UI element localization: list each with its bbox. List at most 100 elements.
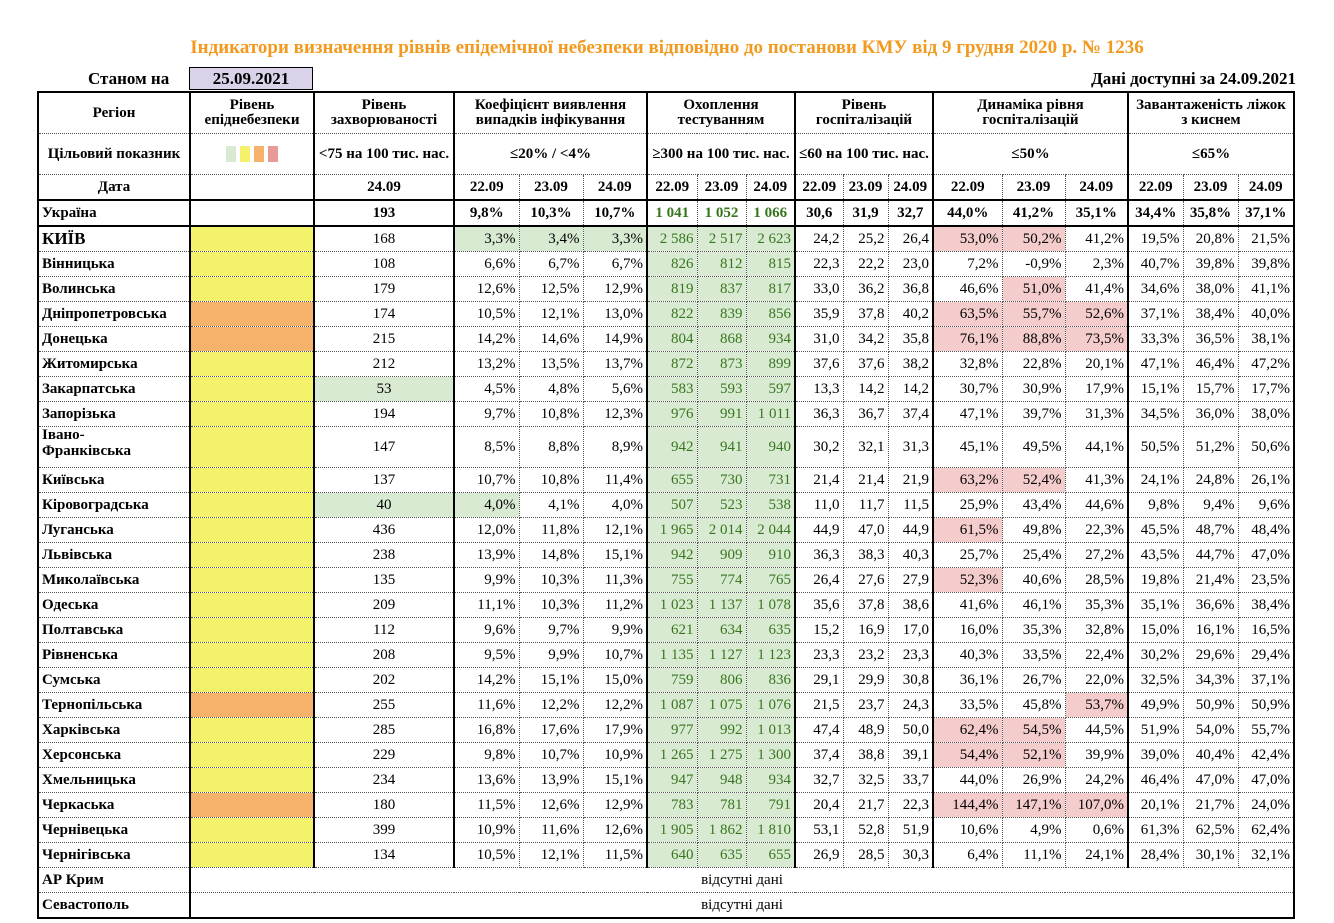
detection-cell: 10,5% [453,301,520,327]
testing-cell: 634 [696,617,747,643]
oxygen-cell: 38,0% [1182,276,1239,302]
oxygen-cell: 46,4% [1182,351,1239,377]
oxygen-cell: 36,5% [1182,326,1239,352]
region-name: Чернігівська [37,842,191,868]
hospital-cell: 35,6 [794,592,844,618]
hospital-cell: 22,3 [794,251,844,277]
testing-cell: 1 905 [646,817,698,843]
header-level: Рівень епіднебезпеки [189,91,315,134]
incidence-cell: 285 [313,717,455,743]
testing-cell: 2 517 [696,225,747,252]
dynamics-cell: 46,1% [1001,592,1066,618]
detection-cell: 10,8% [518,467,584,493]
date-oxy-2: 23.09 [1182,174,1239,201]
oxygen-cell: 15,0% [1127,617,1184,643]
detection-cell: 9,9% [453,567,520,593]
dynamics-cell: 45,1% [932,426,1003,468]
detection-cell: 14,8% [518,542,584,568]
hospital-cell: 38,3 [842,542,889,568]
ukraine-incidence: 193 [313,199,455,227]
testing-cell: 837 [696,276,747,302]
detection-cell: 11,5% [453,792,520,818]
region-name: КИЇВ [37,225,191,252]
testing-cell: 1 123 [745,642,796,668]
date-hosp-1: 22.09 [794,174,844,201]
table-row: Одеська 209 11,1% 10,3% 11,2% 1 023 1 137 1 078… [37,592,1295,618]
testing-cell: 1 075 [696,692,747,718]
as-of-date: 25.09.2021 [189,67,313,90]
oxygen-cell: 34,6% [1127,276,1184,302]
testing-cell: 621 [646,617,698,643]
oxygen-cell: 61,3% [1127,817,1184,843]
region-name-line-1: Івано- [42,427,85,444]
date-row: Дата 24.09 22.09 23.09 24.09 22.09 23.09… [37,174,1295,201]
ukraine-level [189,199,315,227]
oxygen-cell: 55,7% [1237,717,1295,743]
level-cell [189,742,315,768]
level-cell [189,792,315,818]
oxygen-cell: 48,7% [1182,517,1239,543]
detection-cell: 9,5% [453,642,520,668]
oxygen-cell: 47,2% [1237,351,1295,377]
testing-cell: 1 013 [745,717,796,743]
hospital-cell: 21,9 [887,467,934,493]
region-name: Вінницька [37,251,191,277]
table-row: Вінницька 108 6,6% 6,7% 6,7% 826 812 815 22,3 22,… [37,251,1295,277]
dynamics-cell: 53,7% [1064,692,1129,718]
oxygen-cell: 38,0% [1237,401,1295,427]
oxygen-cell: 28,4% [1127,842,1184,868]
target-level-swatches [189,133,315,175]
detection-cell: 10,3% [518,592,584,618]
detection-cell: 13,2% [453,351,520,377]
detection-cell: 6,7% [518,251,584,277]
hospital-cell: 50,0 [887,717,934,743]
oxygen-cell: 20,8% [1182,225,1239,252]
region-name: Тернопільська [37,692,191,718]
testing-cell: 1 078 [745,592,796,618]
ukraine-name: Україна [37,199,191,227]
oxygen-cell: 32,5% [1127,667,1184,693]
dynamics-cell: 31,3% [1064,401,1129,427]
hospital-cell: 37,6 [842,351,889,377]
dynamics-cell: 32,8% [1064,617,1129,643]
level-cell [189,542,315,568]
incidence-cell: 255 [313,692,455,718]
dynamics-cell: 62,4% [932,717,1003,743]
date-test-2: 23.09 [696,174,747,201]
region-name: Харківська [37,717,191,743]
date-incidence: 24.09 [313,174,455,201]
hospital-cell: 29,9 [842,667,889,693]
ukraine-hosp-3: 32,7 [887,199,934,227]
dynamics-cell: 26,9% [1001,767,1066,793]
hospital-cell: 36,2 [842,276,889,302]
detection-cell: 3,3% [453,225,520,252]
hospital-cell: 17,0 [887,617,934,643]
level-cell [189,376,315,402]
level-cell [189,592,315,618]
header-detection: Коефіцієнт виявлення випадків інфікуванн… [453,91,648,134]
table-row: Кіровоградська 40 4,0% 4,1% 4,0% 507 523 538 11,… [37,492,1295,518]
dynamics-cell: 30,9% [1001,376,1066,402]
detection-cell: 13,0% [582,301,648,327]
level-cell [189,426,315,468]
level-cell [189,842,315,868]
level-cell [189,667,315,693]
oxygen-cell: 34,5% [1127,401,1184,427]
hospital-cell: 28,5 [842,842,889,868]
detection-cell: 13,6% [453,767,520,793]
dynamics-cell: 20,1% [1064,351,1129,377]
detection-cell: 16,8% [453,717,520,743]
hospital-cell: 44,9 [794,517,844,543]
hospital-cell: 23,0 [887,251,934,277]
region-name: Черкаська [37,792,191,818]
dynamics-cell: 63,2% [932,467,1003,493]
hospital-cell: 14,2 [887,376,934,402]
oxygen-cell: 54,0% [1182,717,1239,743]
testing-cell: 765 [745,567,796,593]
oxygen-cell: 39,0% [1127,742,1184,768]
detection-cell: 11,3% [582,567,648,593]
date-test-3: 24.09 [745,174,796,201]
hospital-cell: 37,4 [887,401,934,427]
region-name: Львівська [37,542,191,568]
oxygen-cell: 38,4% [1237,592,1295,618]
